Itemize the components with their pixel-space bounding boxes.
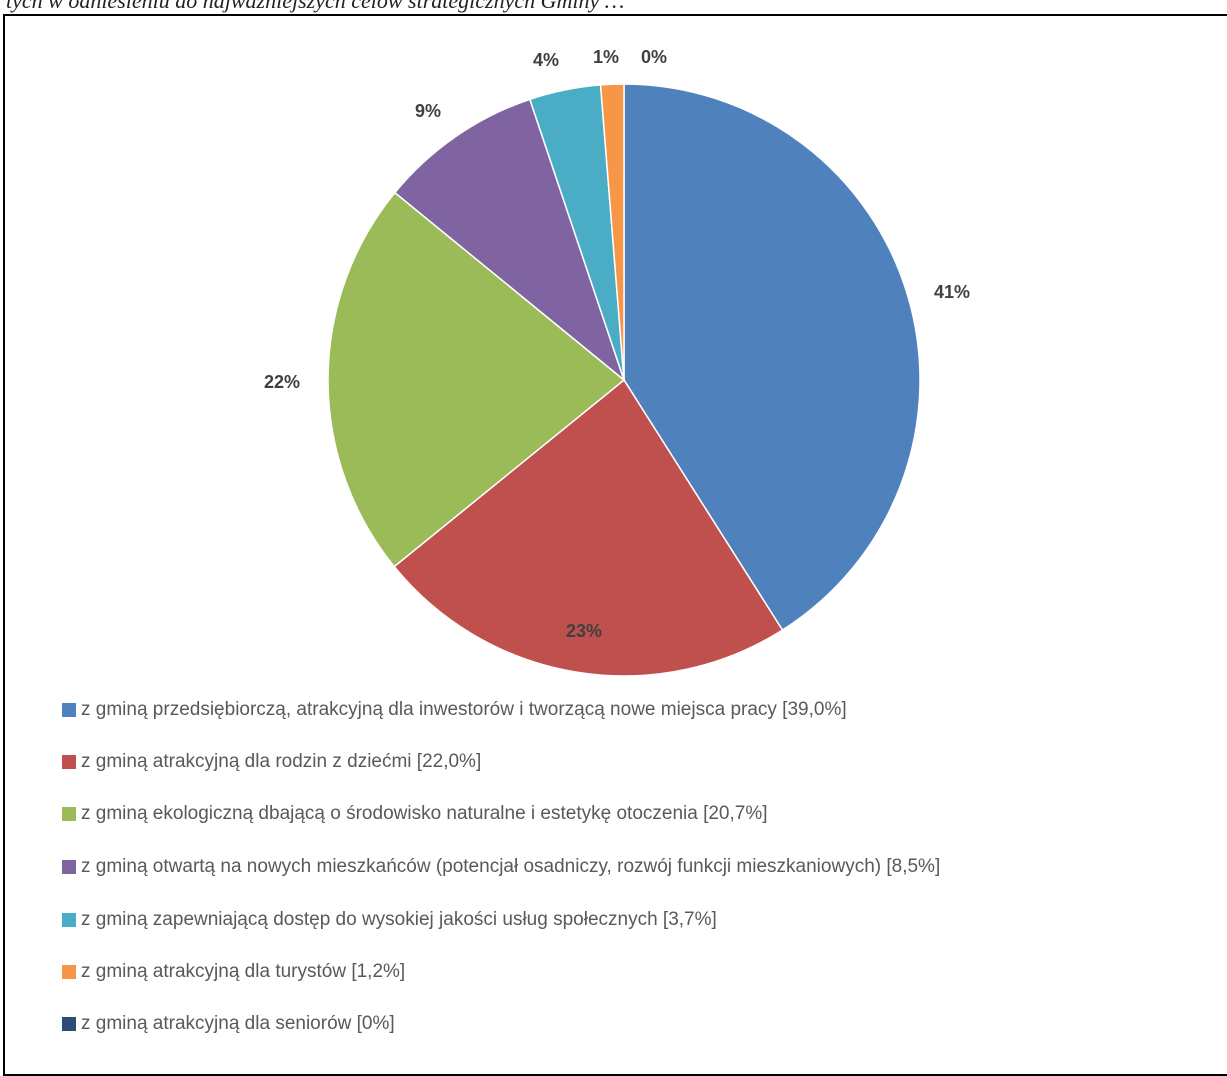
legend-swatch: [62, 965, 76, 979]
legend-label: z gminą zapewniającą dostęp do wysokiej …: [81, 909, 717, 930]
legend-item-4: z gminą otwartą na nowych mieszkańców (p…: [62, 855, 1041, 879]
legend-swatch: [62, 860, 76, 874]
pie-slice-2: [393, 378, 784, 677]
legend-swatch: [62, 913, 76, 927]
data-label-3: 22%: [264, 372, 300, 392]
legend-item-5: z gminą zapewniającą dostęp do wysokiej …: [62, 908, 1041, 932]
legend-label: z gminą atrakcyjną dla turystów [1,2%]: [81, 961, 406, 982]
legend-swatch: [62, 755, 76, 769]
data-label-4: 9%: [415, 101, 441, 121]
legend-item-2: z gminą atrakcyjną dla rodzin z dziećmi …: [62, 750, 1041, 774]
legend-item-6: z gminą atrakcyjną dla turystów [1,2%]: [62, 960, 1041, 984]
legend-swatch: [62, 703, 76, 717]
legend-label: z gminą przedsiębiorczą, atrakcyjną dla …: [81, 699, 847, 720]
pie-slices: [327, 83, 921, 677]
caption-strip: tych w odniesieniu do najważniejszych ce…: [0, 0, 1227, 14]
pie-slice-4: [393, 98, 626, 383]
data-label-2: 23%: [566, 621, 602, 641]
legend-item-3: z gminą ekologiczną dbającą o środowisko…: [62, 802, 1041, 826]
legend-swatch: [62, 807, 76, 821]
legend-label: z gminą atrakcyjną dla seniorów [0%]: [81, 1013, 395, 1034]
data-label-6: 1%: [593, 47, 619, 67]
legend-item-7: z gminą atrakcyjną dla seniorów [0%]: [62, 1012, 1041, 1036]
legend-item-1: z gminą przedsiębiorczą, atrakcyjną dla …: [62, 698, 1041, 722]
data-label-1: 41%: [934, 282, 970, 302]
figure-caption: tych w odniesieniu do najważniejszych ce…: [6, 0, 625, 13]
pie-slice-3: [327, 191, 626, 568]
pie-slice-1: [623, 83, 921, 632]
pie-slice-6: [599, 83, 625, 381]
legend-label: z gminą otwartą na nowych mieszkańców (p…: [81, 856, 941, 877]
data-label-5: 4%: [533, 50, 559, 70]
legend-label: z gminą ekologiczną dbającą o środowisko…: [81, 803, 768, 824]
data-label-7: 0%: [641, 47, 667, 67]
legend-swatch: [62, 1017, 76, 1031]
legend-label: z gminą atrakcyjną dla rodzin z dziećmi …: [81, 751, 482, 772]
